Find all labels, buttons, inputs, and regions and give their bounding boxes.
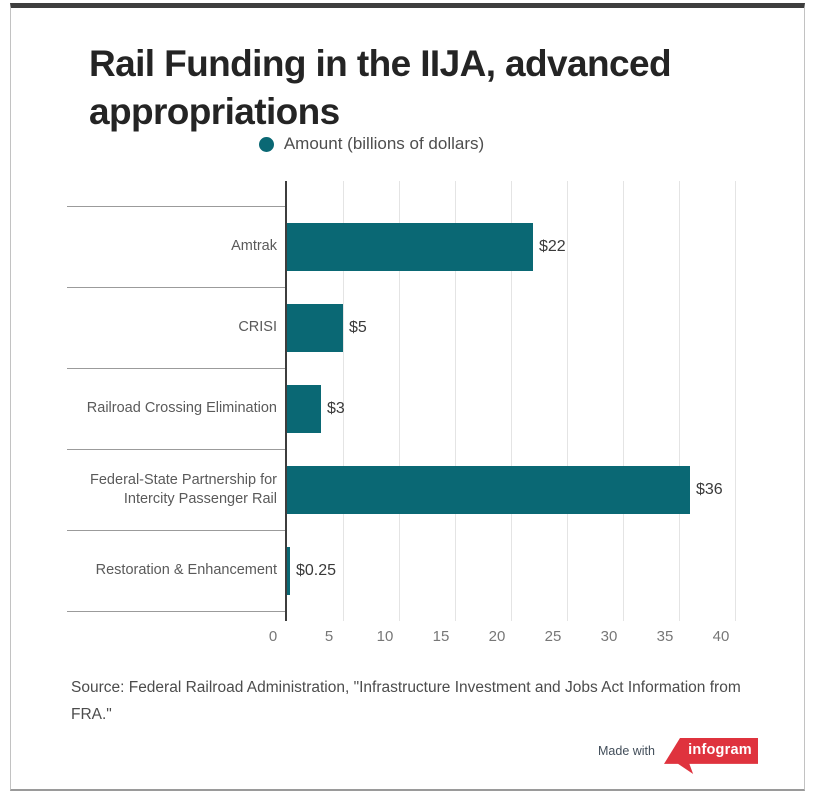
bar-chart: Amtrak $22 CRISI $5 Railroad Crossing Elimin…: [11, 8, 804, 789]
row-divider: [67, 530, 287, 531]
value-label: $36: [696, 481, 723, 498]
gridline: [623, 181, 624, 621]
chart-card: Rail Funding in the IIJA, advanced appro…: [10, 3, 805, 791]
row-divider: [67, 287, 287, 288]
bar[interactable]: [287, 385, 321, 433]
gridline: [735, 181, 736, 621]
gridline: [511, 181, 512, 621]
source-note: Source: Federal Railroad Administration,…: [71, 679, 741, 723]
y-axis-line: [285, 181, 287, 621]
x-tick-label: 5: [324, 628, 334, 645]
gridline: [455, 181, 456, 621]
x-tick-label: 40: [712, 628, 730, 645]
gridline: [679, 181, 680, 621]
category-label: Federal-State Partnership for Intercity …: [90, 471, 277, 507]
value-label: $5: [349, 319, 367, 336]
bar[interactable]: [287, 466, 690, 514]
value-label: $0.25: [296, 562, 337, 579]
chart-title: Rail Funding in the IIJA, advanced appro…: [89, 43, 672, 132]
bar[interactable]: [287, 304, 343, 352]
legend[interactable]: Amount (billions of dollars): [0, 134, 768, 154]
x-tick-label: 25: [544, 628, 562, 645]
row-divider: [67, 449, 287, 450]
gridline: [399, 181, 400, 621]
category-label: Restoration & Enhancement: [95, 562, 277, 578]
bar[interactable]: [287, 223, 533, 271]
infogram-logo[interactable]: infogram: [664, 738, 758, 774]
row-divider: [67, 611, 287, 612]
gridline: [567, 181, 568, 621]
x-tick-label: 30: [600, 628, 618, 645]
x-tick-label: 10: [376, 628, 394, 645]
gridline: [343, 181, 344, 621]
made-with-label: Made with: [598, 744, 655, 758]
row-divider: [67, 368, 287, 369]
category-label: CRISI: [238, 319, 277, 335]
legend-label: Amount (billions of dollars): [283, 134, 485, 153]
x-tick-label: 15: [432, 628, 450, 645]
row-divider: [67, 206, 287, 207]
x-tick-label: 20: [488, 628, 506, 645]
bar[interactable]: [287, 547, 290, 595]
infogram-logo-label: infogram: [688, 742, 752, 758]
category-label: Railroad Crossing Elimination: [86, 400, 277, 416]
value-label: $22: [539, 238, 566, 255]
legend-swatch-icon: [258, 136, 274, 152]
x-tick-label: 35: [656, 628, 674, 645]
value-label: $3: [327, 400, 345, 417]
x-tick-label: 0: [268, 628, 278, 645]
attribution: Made with infogram: [598, 738, 758, 774]
category-label: Amtrak: [231, 238, 277, 254]
